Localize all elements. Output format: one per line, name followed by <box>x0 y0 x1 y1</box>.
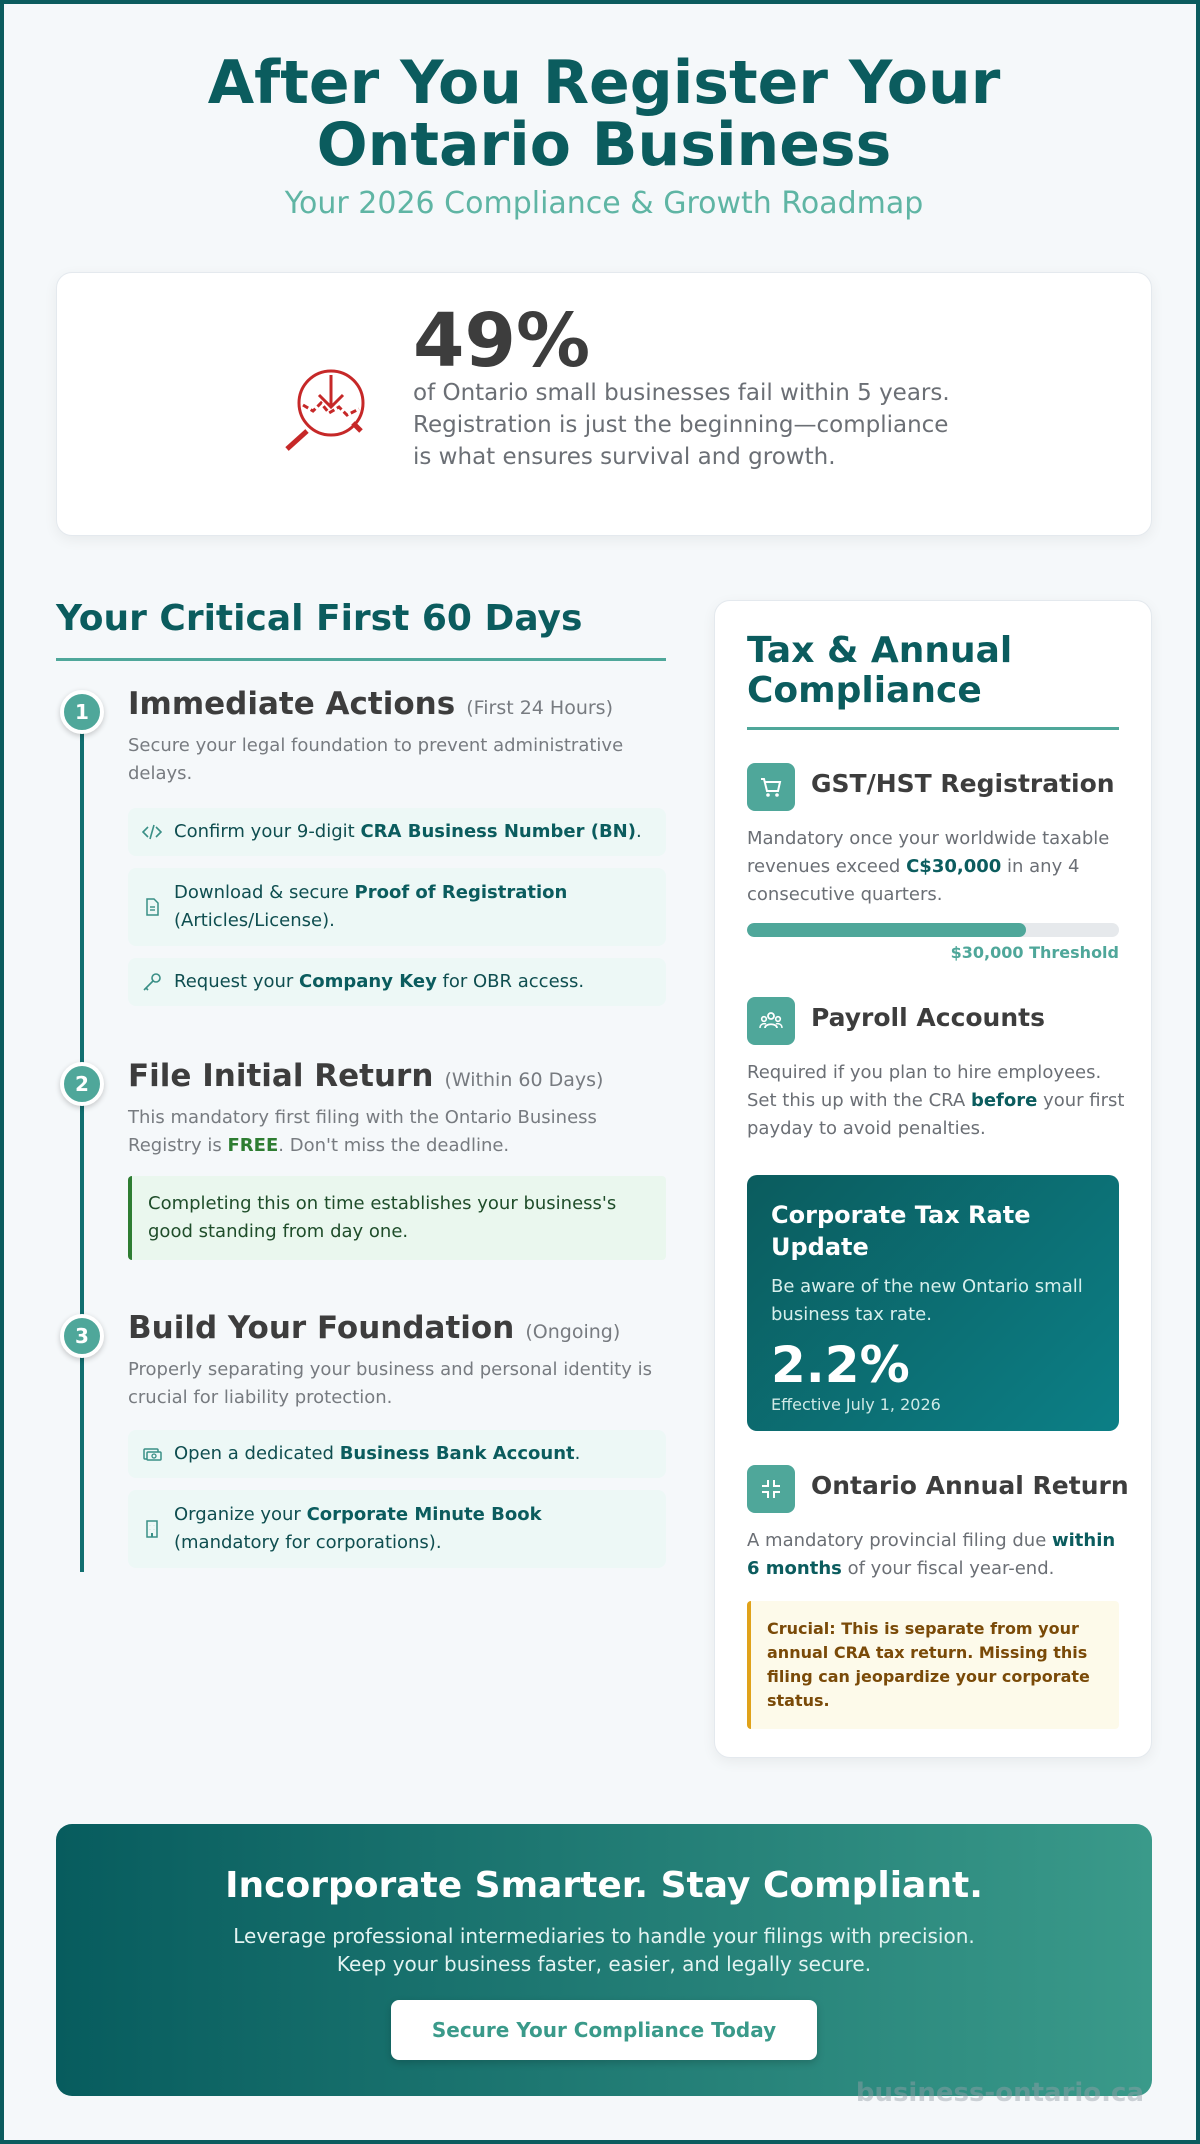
gst-threshold-fill <box>747 923 1026 937</box>
cta-line-2: Keep your business faster, easier, and l… <box>336 1952 872 1976</box>
compliance-card: Tax & Annual Compliance GST/HST Registra… <box>714 600 1152 1758</box>
payroll-desc: Required if you plan to hire employees. … <box>747 1062 1125 1139</box>
payroll-title: Payroll Accounts <box>811 1003 1045 1032</box>
timeline-line <box>80 712 84 1572</box>
timeline-title: Your Critical First 60 Days <box>56 598 583 639</box>
compress-icon <box>747 1465 795 1513</box>
step-heading: File Initial Return (Within 60 Days) <box>128 1058 603 1094</box>
timeline-section: Your Critical First 60 Days 1 Immediate … <box>56 594 666 1572</box>
step-number: 1 <box>60 690 104 734</box>
action-company-key: Request your Company Key for OBR access. <box>128 958 666 1006</box>
stat-card: 49% of Ontario small businesses fail wit… <box>56 272 1152 536</box>
step-heading: Build Your Foundation (Ongoing) <box>128 1310 620 1346</box>
annual-return-desc: A mandatory provincial filing due within… <box>747 1530 1116 1579</box>
step-title: File Initial Return <box>128 1058 434 1094</box>
tax-rate-update: Corporate Tax Rate Update Be aware of th… <box>747 1175 1119 1431</box>
action-text: Open a dedicated Business Bank Account. <box>174 1443 581 1464</box>
good-standing-note: Completing this on time establishes your… <box>128 1176 666 1260</box>
step-title: Build Your Foundation <box>128 1310 515 1346</box>
stat-text: of Ontario small businesses fail within … <box>413 380 950 470</box>
compliance-title: Tax & Annual Compliance <box>747 630 1013 711</box>
action-bank-account: Open a dedicated Business Bank Account. <box>128 1430 666 1478</box>
key-icon <box>142 972 162 992</box>
action-text: Organize your Corporate Minute Book (man… <box>174 1504 542 1553</box>
tax-rate-title: Corporate Tax Rate Update <box>771 1201 1031 1261</box>
annual-return-title: Ontario Annual Return <box>811 1471 1129 1500</box>
cta-subtitle: Leverage professional intermediaries to … <box>56 1922 1152 1978</box>
gst-threshold-label: $30,000 Threshold <box>950 943 1119 962</box>
page-title: After You Register Your Ontario Business <box>207 48 1001 180</box>
cta-banner: Incorporate Smarter. Stay Compliant. Lev… <box>56 1824 1152 2096</box>
gst-title: GST/HST Registration <box>811 769 1115 798</box>
document-icon <box>142 897 162 917</box>
compliance-rule <box>747 727 1119 730</box>
tax-rate-effective: Effective July 1, 2026 <box>771 1395 941 1414</box>
tax-rate-desc: Be aware of the new Ontario small busine… <box>771 1276 1083 1325</box>
step-desc: Properly separating your business and pe… <box>128 1359 652 1408</box>
gst-desc: Mandatory once your worldwide taxable re… <box>747 828 1110 905</box>
step-number: 3 <box>60 1314 104 1358</box>
step-tag: (Within 60 Days) <box>444 1069 604 1091</box>
gst-threshold-bar <box>747 923 1119 937</box>
page-subtitle: Your 2026 Compliance & Growth Roadmap <box>284 186 924 221</box>
building-icon <box>142 1519 162 1539</box>
watermark: business-ontario.ca <box>855 2078 1144 2108</box>
action-minute-book: Organize your Corporate Minute Book (man… <box>128 1490 666 1568</box>
step-heading: Immediate Actions (First 24 Hours) <box>128 686 613 722</box>
tax-rate-value: 2.2% <box>771 1336 910 1394</box>
action-text: Download & secure Proof of Registration … <box>174 882 568 931</box>
secure-compliance-button[interactable]: Secure Your Compliance Today <box>391 2000 817 2060</box>
step-tag: (First 24 Hours) <box>466 697 613 719</box>
declining-chart-icon <box>279 361 399 461</box>
annual-return-warning: Crucial: This is separate from your annu… <box>747 1601 1119 1729</box>
step-number: 2 <box>60 1062 104 1106</box>
cart-icon <box>747 763 795 811</box>
code-icon <box>142 822 162 842</box>
step-title: Immediate Actions <box>128 686 456 722</box>
stat-value: 49% <box>413 298 591 384</box>
step-desc: This mandatory first filing with the Ont… <box>128 1107 597 1156</box>
page-header: After You Register Your Ontario Business… <box>4 52 1200 221</box>
money-icon <box>142 1444 162 1464</box>
action-text: Confirm your 9-digit CRA Business Number… <box>174 821 642 842</box>
action-confirm-bn: Confirm your 9-digit CRA Business Number… <box>128 808 666 856</box>
step-desc: Secure your legal foundation to prevent … <box>128 735 624 784</box>
timeline-rule <box>56 658 666 661</box>
action-proof-registration: Download & secure Proof of Registration … <box>128 868 666 946</box>
people-icon <box>747 997 795 1045</box>
cta-title: Incorporate Smarter. Stay Compliant. <box>225 1865 983 1906</box>
action-text: Request your Company Key for OBR access. <box>174 971 585 992</box>
step-tag: (Ongoing) <box>525 1321 621 1343</box>
cta-line-1: Leverage professional intermediaries to … <box>233 1924 975 1948</box>
